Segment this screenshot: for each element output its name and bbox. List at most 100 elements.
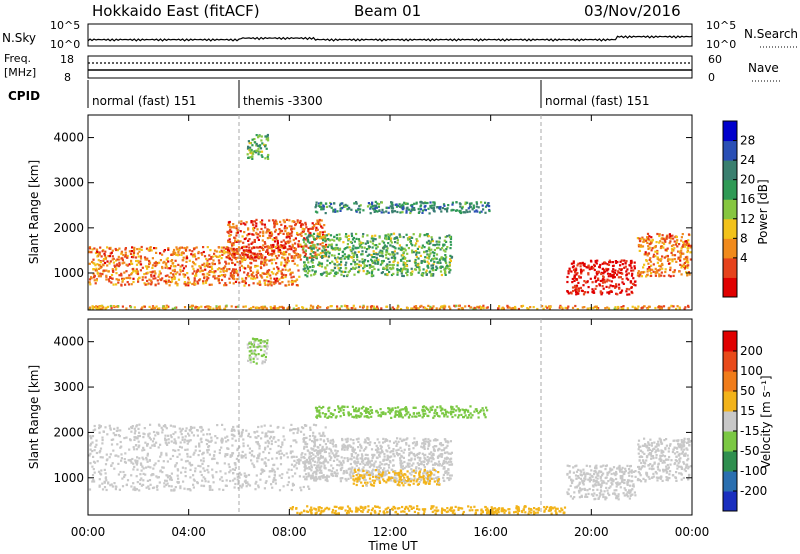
echo-cell <box>434 268 438 271</box>
echo-cell <box>632 269 635 272</box>
echo-cell <box>626 293 629 296</box>
echo-cell <box>145 458 148 461</box>
echo-cell <box>351 238 355 241</box>
echo-cell <box>380 307 383 310</box>
echo-cell <box>430 451 433 454</box>
echo-cell <box>288 247 291 251</box>
echo-cell <box>414 261 417 264</box>
echo-cell <box>378 203 381 206</box>
echo-cell <box>476 305 479 308</box>
echo-cell <box>154 260 157 264</box>
echo-cell <box>601 262 604 265</box>
echo-cell <box>611 264 615 268</box>
echo-cell <box>218 267 221 270</box>
echo-cell <box>261 142 264 145</box>
echo-cell <box>234 439 237 442</box>
echo-cell <box>257 484 260 487</box>
echo-cell <box>366 453 369 457</box>
echo-cell <box>429 439 432 442</box>
echo-cell <box>272 480 275 483</box>
echo-cell <box>257 153 260 156</box>
echo-cell <box>228 250 231 253</box>
echo-cell <box>115 264 118 267</box>
echo-cell <box>338 307 341 310</box>
y-tick-label: 3000 <box>53 176 84 190</box>
echo-cell <box>273 277 276 280</box>
echo-cell <box>400 449 403 452</box>
echo-cell <box>399 457 402 460</box>
echo-cell <box>606 269 609 272</box>
echo-cell <box>448 236 452 239</box>
echo-cell <box>115 259 118 262</box>
echo-cell <box>295 278 298 281</box>
echo-cell <box>280 223 283 226</box>
echo-cell <box>240 433 243 437</box>
echo-cell <box>258 454 261 457</box>
echo-cell <box>283 264 286 267</box>
echo-cell <box>196 434 199 437</box>
echo-cell <box>236 278 239 281</box>
echo-cell <box>440 257 443 260</box>
echo-cell <box>171 278 174 281</box>
echo-cell <box>268 451 271 455</box>
echo-cell <box>203 262 206 265</box>
echo-cell <box>217 275 220 278</box>
echo-cell <box>297 269 300 272</box>
echo-cell <box>449 247 452 250</box>
echo-cell <box>165 439 168 442</box>
echo-cell <box>430 259 433 262</box>
echo-cell <box>247 473 251 477</box>
echo-cell <box>223 269 226 272</box>
echo-cell <box>303 261 306 264</box>
echo-cell <box>421 442 424 445</box>
echo-cell <box>305 307 308 310</box>
echo-cell <box>143 448 146 451</box>
echo-cell <box>608 291 611 294</box>
echo-cell <box>628 293 631 296</box>
echo-cell <box>255 231 258 234</box>
echo-cell <box>507 305 510 308</box>
echo-cell <box>242 258 245 261</box>
echo-cell <box>397 440 400 443</box>
echo-cell <box>223 307 227 310</box>
echo-cell <box>387 242 390 245</box>
echo-cell <box>430 307 433 310</box>
echo-cell <box>450 463 454 466</box>
echo-cell <box>101 307 104 310</box>
echo-cell <box>678 306 681 309</box>
echo-cell <box>375 444 378 447</box>
echo-cell <box>279 449 282 452</box>
echo-cell <box>234 263 237 266</box>
echo-cell <box>234 482 237 486</box>
echo-cell <box>273 477 276 480</box>
echo-cell <box>129 252 133 255</box>
echo-cell <box>564 306 567 309</box>
echo-cell <box>330 450 333 453</box>
echo-cell <box>250 454 253 457</box>
echo-cell <box>318 253 321 256</box>
echo-cell <box>611 270 614 273</box>
echo-cell <box>482 304 485 307</box>
echo-cell <box>270 252 273 256</box>
echo-cell <box>595 307 599 310</box>
echo-cell <box>686 250 689 254</box>
echo-cell <box>546 306 549 309</box>
echo-cell <box>272 272 275 275</box>
echo-cell <box>651 268 654 271</box>
echo-cell <box>307 235 310 238</box>
echo-cell <box>603 261 606 264</box>
echo-cell <box>285 218 288 221</box>
echo-cell <box>178 445 182 448</box>
echo-cell <box>264 261 267 264</box>
echo-cell <box>280 446 283 449</box>
echo-cell <box>209 440 212 443</box>
echo-cell <box>207 428 210 431</box>
echo-cell <box>388 440 391 443</box>
echo-cell <box>198 449 201 452</box>
echo-region <box>246 133 270 160</box>
echo-cell <box>275 262 278 265</box>
echo-cell <box>432 274 435 277</box>
echo-cell <box>658 275 661 278</box>
echo-cell <box>685 243 688 246</box>
echo-cell <box>206 275 209 278</box>
